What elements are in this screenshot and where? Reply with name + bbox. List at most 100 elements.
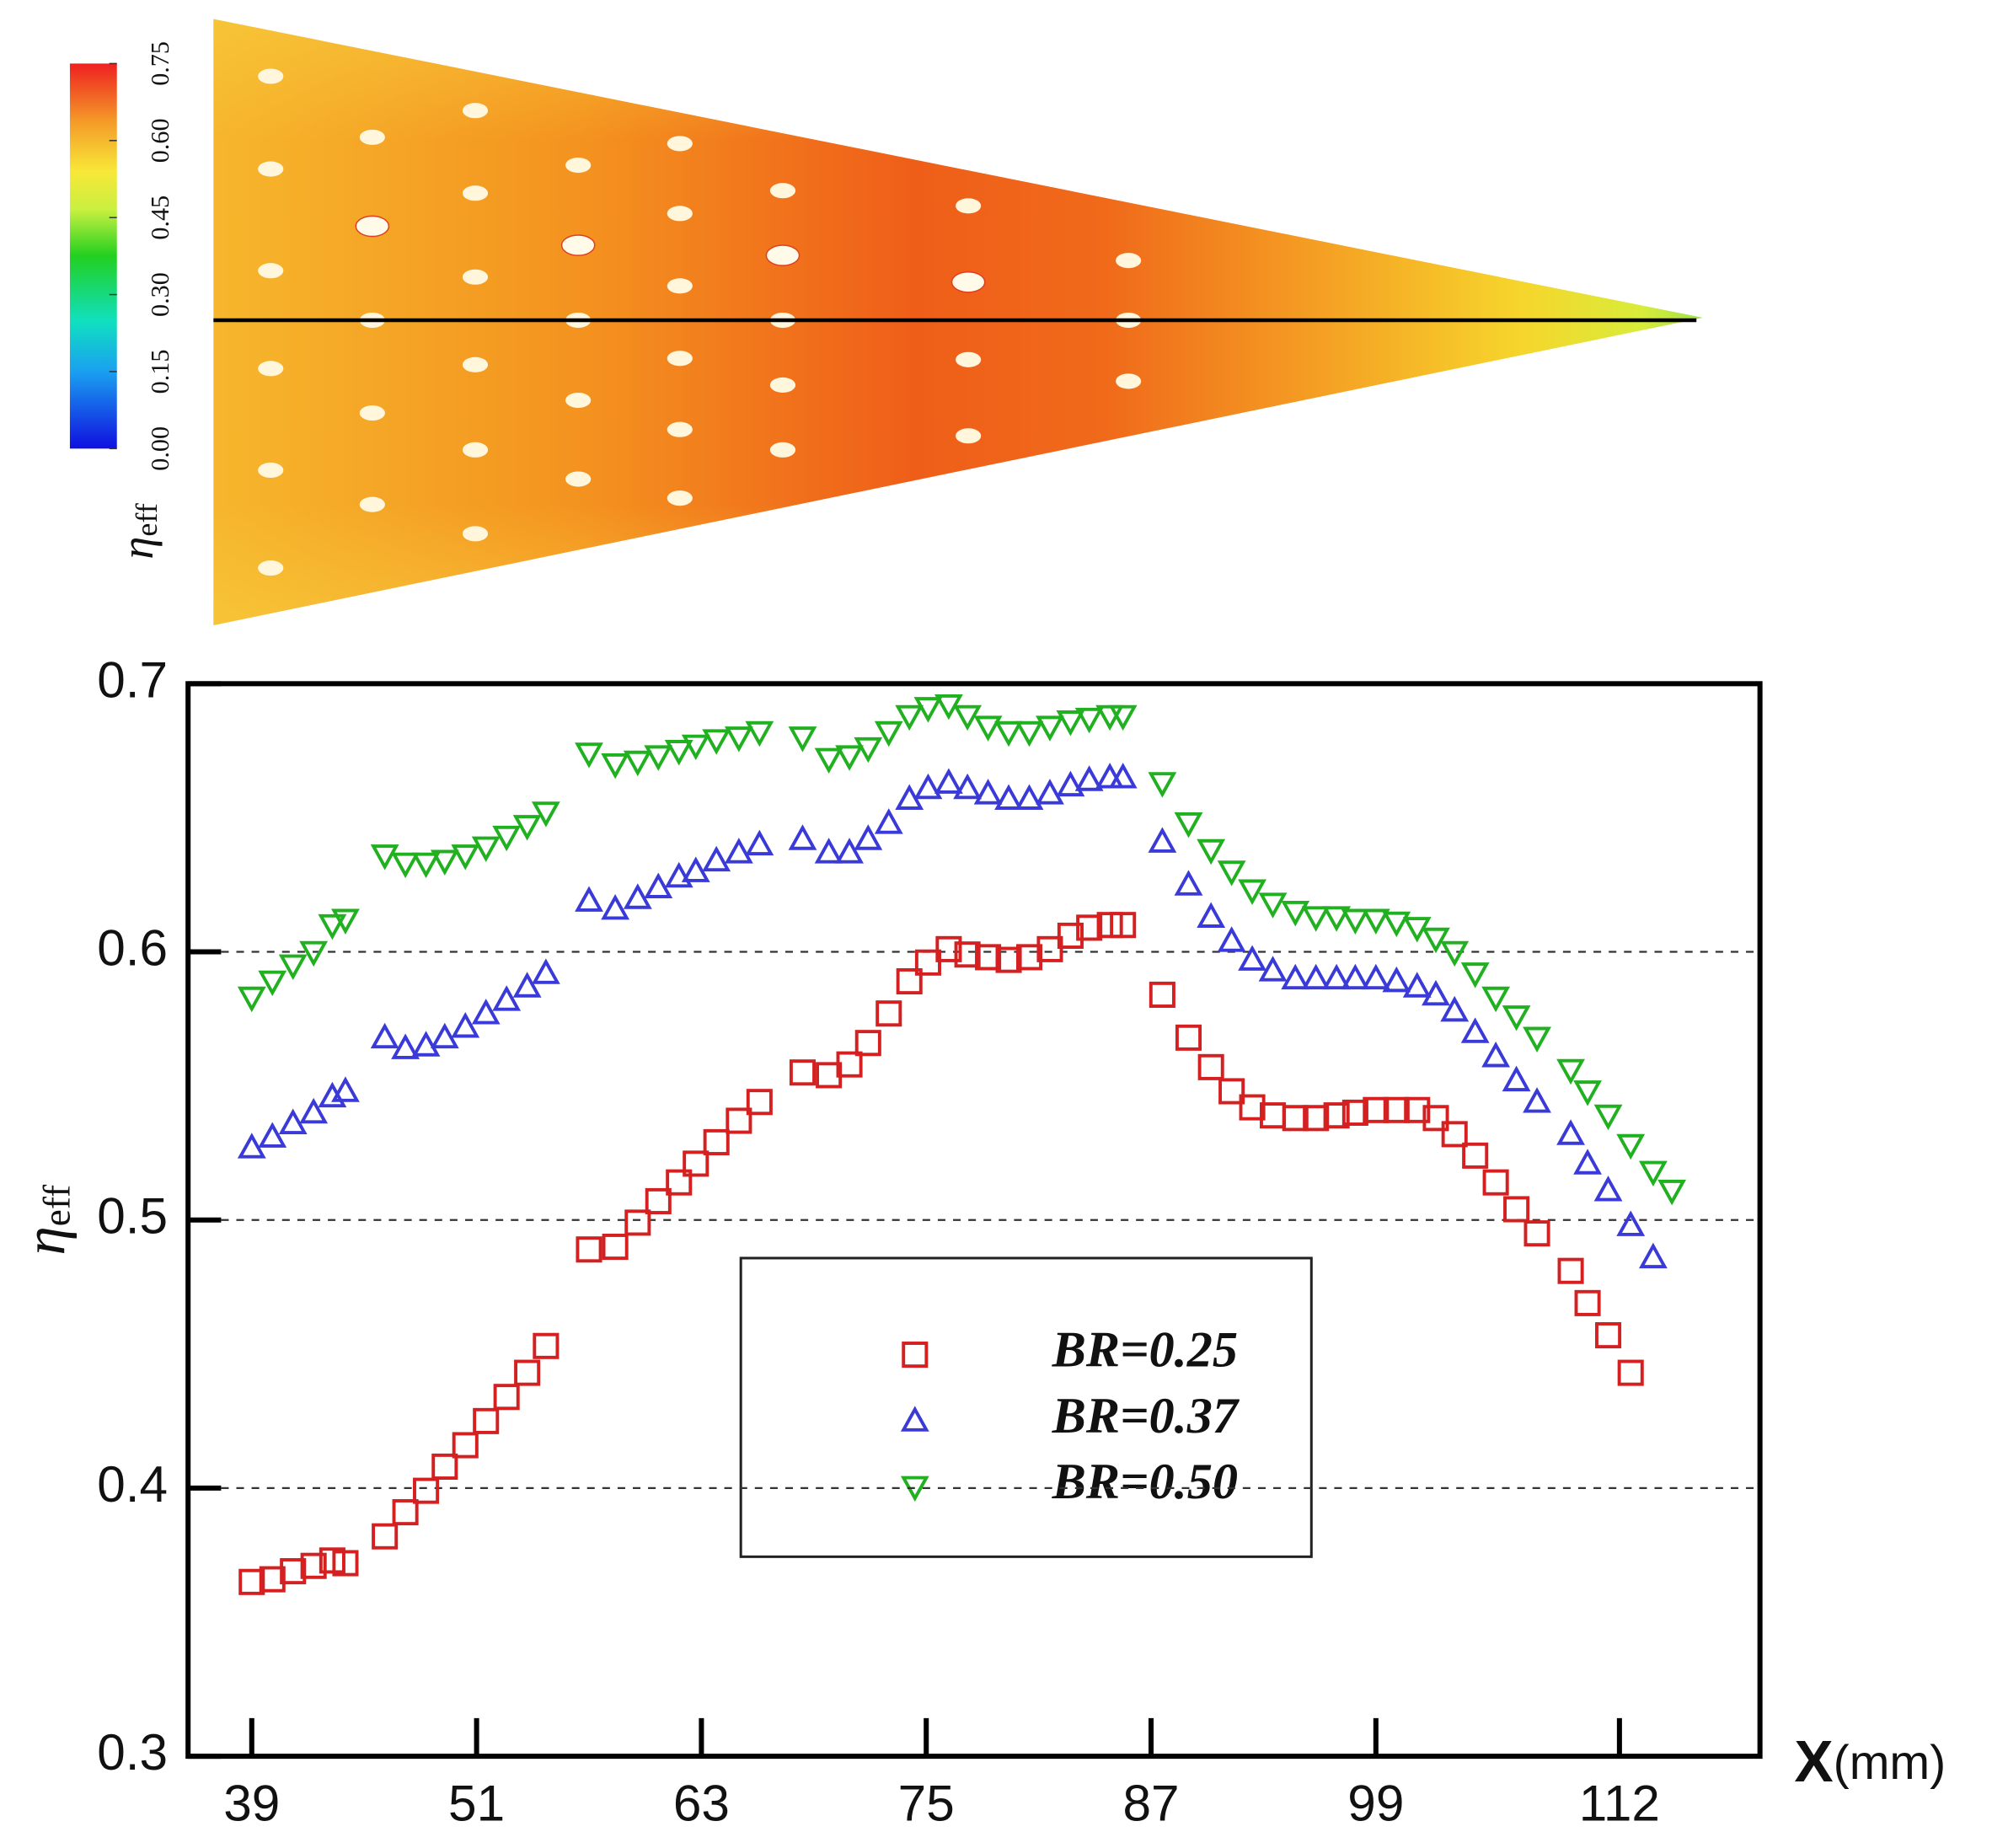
marker-triangle-up [1440, 995, 1470, 1022]
colorbar-tick-label: 0.45 [146, 196, 174, 240]
marker-square [902, 1342, 929, 1369]
legend: BR=0.25 BR=0.37 BR=0.50 [739, 1256, 1313, 1558]
marker-square [954, 941, 981, 968]
legend-box [739, 1256, 1313, 1558]
marker-triangle-down [512, 815, 542, 841]
marker-triangle-up [934, 768, 963, 794]
marker-triangle-down [1382, 911, 1411, 938]
colorbar-label-symbol: η [112, 537, 163, 560]
marker-triangle-down [370, 844, 399, 870]
marker-triangle-up [391, 1033, 420, 1059]
hole [769, 442, 796, 458]
marker-square [995, 946, 1022, 973]
marker-triangle-down [644, 745, 673, 771]
hole [462, 103, 489, 119]
hole [462, 442, 489, 458]
marker-triangle-down [1197, 838, 1226, 865]
marker-square [1482, 1169, 1509, 1196]
marker-triangle-down [623, 750, 652, 777]
marker-triangle-up [1056, 770, 1085, 797]
marker-triangle-down [451, 844, 480, 870]
marker-triangle-down [1174, 812, 1203, 838]
marker-triangle-down [1281, 900, 1310, 927]
marker-triangle-up [411, 1031, 441, 1057]
marker-triangle-down [724, 726, 753, 753]
marker-triangle-down [702, 729, 731, 755]
marker-square [1175, 1024, 1202, 1051]
y-tick-label: 0.3 [97, 1723, 168, 1781]
marker-square [1363, 1096, 1390, 1123]
marker-triangle-up [575, 886, 603, 912]
hole [258, 263, 284, 279]
marker-triangle-up [1015, 784, 1044, 810]
marker-square [1239, 1094, 1266, 1121]
marker-triangle-down [1440, 940, 1470, 967]
marker-triangle-down [1657, 1179, 1687, 1206]
marker-triangle-down [1556, 1058, 1585, 1085]
marker-square [602, 1234, 629, 1261]
hole [956, 351, 982, 367]
marker-triangle-up [973, 779, 1003, 805]
hole [565, 158, 592, 174]
hole [359, 496, 385, 512]
hole [462, 185, 489, 201]
marker-square [372, 1523, 399, 1550]
marker-triangle-up [471, 999, 501, 1025]
marker-square [836, 1051, 863, 1078]
marker-square [975, 944, 1002, 971]
marker-triangle-up [370, 1022, 399, 1049]
hole [565, 471, 592, 487]
marker-triangle-up [1341, 963, 1370, 990]
marker-triangle-up [913, 773, 943, 800]
marker-triangle-down [895, 704, 924, 731]
marker-triangle-up [1074, 765, 1104, 791]
y-tick-label: 0.5 [97, 1187, 168, 1245]
marker-triangle-down [1056, 710, 1085, 737]
marker-square [1110, 912, 1137, 939]
marker-square [332, 1550, 359, 1577]
marker-square [576, 1236, 602, 1263]
marker-triangle-up [531, 958, 560, 984]
marker-square [624, 1209, 651, 1236]
marker-square [1036, 935, 1063, 962]
marker-square [1523, 1220, 1550, 1247]
marker-triangle-down [745, 720, 774, 747]
marker-triangle-up [854, 824, 883, 850]
marker-triangle-down [1148, 772, 1177, 798]
marker-triangle-up [814, 838, 843, 864]
marker-triangle-up [430, 1022, 459, 1049]
marker-square [683, 1150, 710, 1177]
marker-triangle-down [1322, 906, 1352, 932]
marker-triangle-down [973, 715, 1003, 742]
hole [667, 490, 693, 506]
marker-triangle-up [1197, 902, 1226, 928]
colorbar-tick-label: 0.15 [146, 350, 174, 394]
marker-triangle-up [1217, 926, 1246, 952]
marker-triangle-down [391, 852, 420, 879]
marker-triangle-up [1281, 963, 1310, 990]
marker-triangle-up [1402, 972, 1432, 998]
x-axis-label: X(mm) [1794, 1729, 1946, 1795]
marker-triangle-up [1148, 827, 1177, 853]
x-tick-label: 112 [1579, 1774, 1660, 1831]
marker-triangle-up [278, 1108, 308, 1134]
marker-triangle-down [299, 940, 329, 967]
marker-triangle-down [1036, 715, 1064, 742]
marker-triangle-up [451, 1012, 480, 1038]
colorbar-tick-label: 0.30 [146, 272, 174, 317]
marker-triangle-down [1341, 908, 1370, 935]
marker-triangle-down [411, 852, 441, 879]
marker-square [1341, 1099, 1368, 1126]
marker-triangle-down [1573, 1080, 1602, 1106]
hole [258, 68, 284, 84]
marker-square [413, 1477, 440, 1504]
marker-square [645, 1187, 672, 1214]
marker-square [280, 1558, 307, 1585]
marker-triangle-up [1616, 1210, 1646, 1236]
marker-square [914, 949, 941, 976]
marker-square [1282, 1105, 1309, 1132]
hole [359, 129, 385, 145]
marker-square [1462, 1142, 1489, 1169]
marker-triangle-down [1422, 927, 1450, 954]
marker-triangle-down [1301, 906, 1331, 932]
